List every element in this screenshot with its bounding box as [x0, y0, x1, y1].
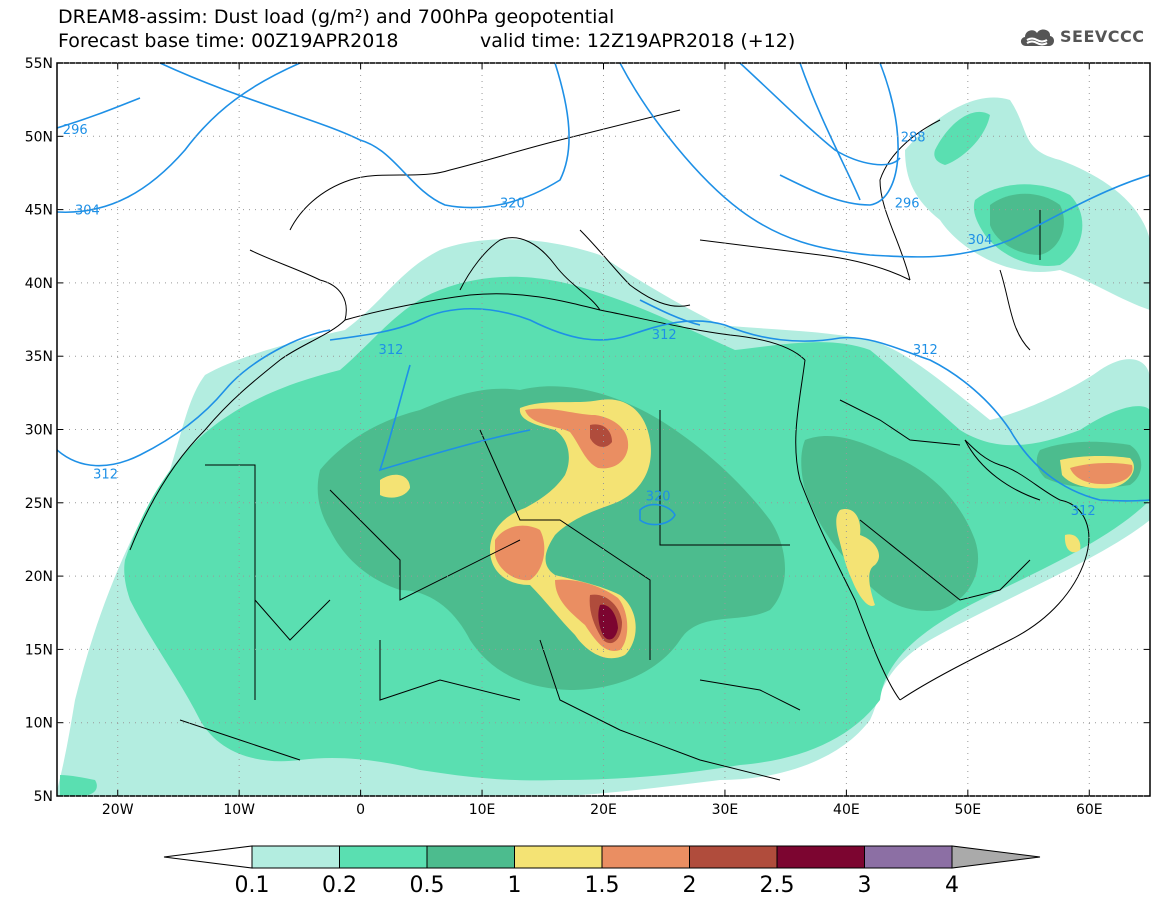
dust-level-0-2: [934, 111, 990, 165]
lon-tick-label: 60E: [1076, 802, 1103, 818]
contour-label: 304: [75, 204, 100, 219]
dust-level-0-5: [801, 435, 979, 611]
lon-tick-label: 30E: [712, 802, 739, 818]
dust-level-1: [1064, 534, 1081, 553]
lon-tick-label: 50E: [954, 802, 981, 818]
latitude-axis: 55N 50N 45N 40N 35N 30N 25N 20N 15N 10N 5N: [25, 56, 1150, 805]
dust-level-1-5: [1070, 463, 1133, 485]
lat-tick-label: 45N: [25, 203, 53, 219]
lon-tick-label: 10E: [469, 802, 496, 818]
colorbar-label: 2: [683, 873, 697, 898]
colorbar-label: 0.1: [235, 873, 270, 898]
forecast-base-time: Forecast base time: 00Z19APR2018: [58, 30, 399, 52]
dust-level-1: [380, 474, 410, 498]
lat-tick-label: 50N: [25, 129, 53, 145]
lon-tick-label: 10W: [223, 802, 255, 818]
lat-tick-label: 15N: [25, 642, 53, 658]
contour-label: 312: [379, 343, 404, 358]
colorbar-label: 1: [508, 873, 522, 898]
lon-tick-label: 40E: [833, 802, 860, 818]
colorbar-label: 0.5: [410, 873, 445, 898]
colorbar-segment: [601, 845, 690, 869]
contour-label: 296: [895, 196, 920, 211]
lon-tick-label: 20E: [590, 802, 617, 818]
colorbar-segment: [689, 845, 778, 869]
contour-label: 288: [901, 130, 926, 145]
dust-level-2-5: [598, 604, 618, 640]
colorbar-segment: [864, 845, 953, 869]
dust-level-1-5: [525, 408, 629, 469]
lat-tick-label: 40N: [25, 276, 53, 292]
colorbar-segment: [514, 845, 603, 869]
dust-level-2: [590, 424, 612, 447]
colorbar-segment: [426, 845, 515, 869]
colorbar-label: 0.2: [322, 873, 357, 898]
valid-time: valid time: 12Z19APR2018 (+12): [480, 30, 796, 52]
lat-tick-label: 30N: [25, 423, 53, 439]
lat-tick-label: 20N: [25, 569, 53, 585]
colorbar-label: 2.5: [760, 873, 795, 898]
contour-label: 312: [1071, 504, 1096, 519]
lat-tick-label: 25N: [25, 496, 53, 512]
contour-label: 304: [968, 233, 993, 248]
contour-label: 312: [652, 328, 677, 343]
colorbar-segment: [776, 845, 865, 869]
lat-tick-label: 10N: [25, 716, 53, 732]
dust-level-0-5: [990, 193, 1064, 255]
colorbar-label: 3: [858, 873, 872, 898]
geopotential-contours: [57, 63, 1150, 526]
lat-tick-label: 5N: [34, 789, 53, 805]
contour-label: 320: [500, 196, 525, 211]
contour-label: 296: [63, 123, 88, 138]
colorbar-over-triangle: [951, 845, 1041, 869]
map-title: DREAM8-assim: Dust load (g/m²) and 700hP…: [58, 6, 615, 28]
contour-label: 312: [93, 467, 118, 482]
colorbar-segment: [251, 845, 340, 869]
dust-level-1: [836, 509, 880, 606]
cloud-icon: [1020, 29, 1055, 46]
colorbar-label: 4: [945, 873, 959, 898]
lon-tick-label: 0: [356, 802, 365, 818]
contour-labels: 296 304 320 288 296 304 312 312 312 312 320 312: [63, 123, 1096, 519]
colorbar-label: 1.5: [585, 873, 620, 898]
longitude-axis: 20W 10W 0 10E 20E 30E 40E 50E 60E: [102, 63, 1103, 818]
lon-tick-label: 20W: [102, 802, 134, 818]
seevccc-logo: SEEVCCC: [1018, 24, 1145, 48]
colorbar-under-triangle: [163, 845, 253, 869]
lat-tick-label: 55N: [25, 56, 53, 72]
logo-text: SEEVCCC: [1060, 26, 1145, 46]
colorbar-segment: [339, 845, 428, 869]
dust-level-0-2: [60, 775, 97, 796]
dust-level-1-5: [495, 525, 545, 581]
colorbar: 0.1 0.2 0.5 1 1.5 2 2.5 3 4: [163, 845, 1041, 898]
contour-label: 312: [913, 343, 938, 358]
dust-field: [57, 97, 1150, 796]
contour-label: 320: [646, 489, 671, 504]
lat-tick-label: 35N: [25, 349, 53, 365]
